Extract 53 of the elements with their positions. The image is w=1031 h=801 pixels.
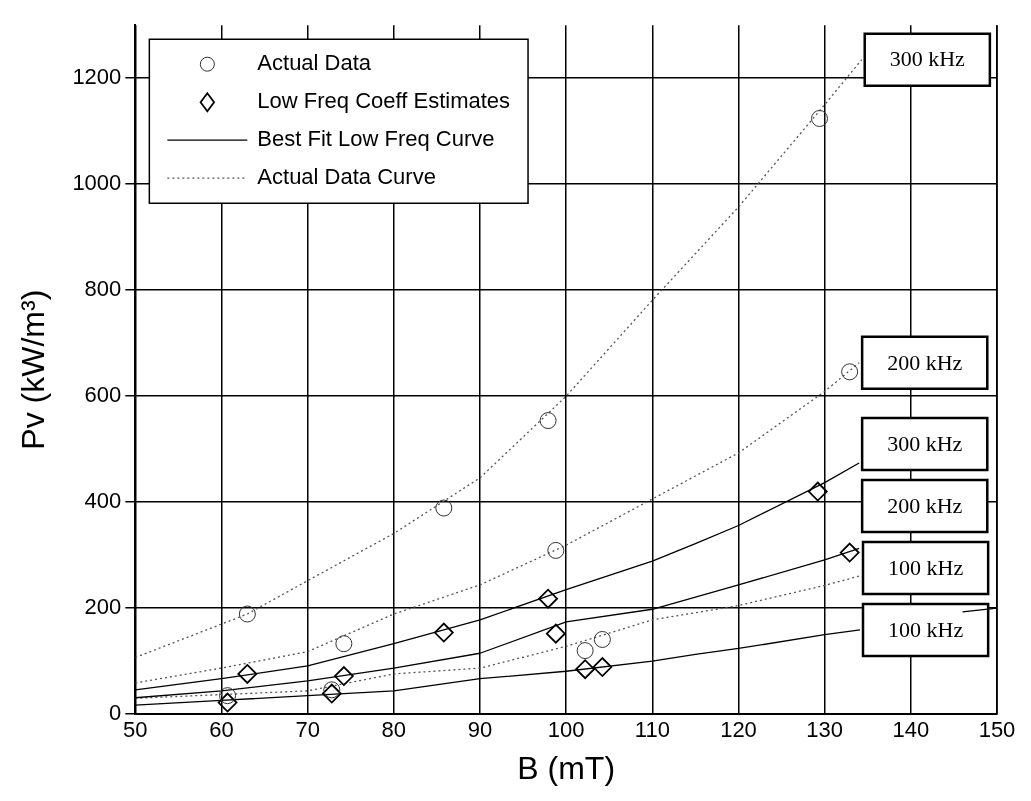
point — [435, 499, 453, 517]
point — [321, 683, 342, 704]
y-tick-label: 800 — [84, 276, 122, 302]
point — [433, 622, 454, 643]
point — [217, 692, 238, 713]
x-tick-label: 80 — [381, 717, 407, 743]
x-tick-label: 140 — [892, 717, 930, 743]
x-tick-label: 60 — [209, 717, 234, 743]
x-tick-label: 50 — [123, 717, 148, 743]
point — [323, 681, 341, 699]
annotation: 100 kHz — [887, 554, 964, 580]
y-tick-label: 600 — [84, 382, 122, 408]
legend-label: Actual Data — [257, 50, 372, 76]
point — [545, 623, 566, 644]
point — [538, 588, 558, 609]
point — [839, 542, 860, 563]
x-tick-label: 110 — [634, 717, 670, 743]
x-tick-label: 130 — [806, 717, 844, 743]
y-tick-label: 0 — [109, 700, 122, 726]
point — [841, 363, 859, 381]
annotation: 200 kHz — [887, 349, 963, 375]
y-tick-label: 200 — [84, 594, 122, 620]
point — [593, 630, 611, 648]
point — [576, 642, 594, 660]
y-tick-label: 1200 — [72, 64, 122, 90]
legend-label: Actual Data Curve — [257, 164, 436, 190]
point — [237, 664, 258, 684]
point — [592, 657, 613, 677]
legend-label: Low Freq Coeff Estimates — [257, 88, 511, 114]
x-tick-label: 100 — [547, 717, 585, 743]
point — [539, 412, 557, 430]
y-axis-title: Pv (kW/m³) — [15, 289, 52, 450]
x-axis-title: B (mT) — [517, 749, 616, 786]
x-tick-label: 90 — [467, 717, 493, 743]
annotation: 200 kHz — [887, 492, 963, 518]
point — [575, 659, 596, 680]
x-tick-label: 120 — [720, 717, 757, 743]
point — [811, 109, 828, 127]
annotation: 300 kHz — [889, 46, 966, 72]
point — [333, 666, 354, 686]
point — [335, 635, 353, 653]
point — [238, 605, 256, 623]
line-series — [135, 362, 860, 684]
point — [807, 481, 828, 502]
annotation: 300 kHz — [887, 430, 963, 456]
x-tick-label: 150 — [978, 717, 1016, 743]
y-tick-label: 1000 — [72, 170, 122, 196]
annotation: 100 kHz — [887, 616, 964, 642]
legend-label: Best Fit Low Freq Curve — [257, 126, 495, 152]
x-tick-label: 70 — [295, 717, 320, 743]
y-tick-label: 400 — [84, 488, 122, 514]
point — [547, 541, 565, 559]
point — [219, 687, 237, 705]
